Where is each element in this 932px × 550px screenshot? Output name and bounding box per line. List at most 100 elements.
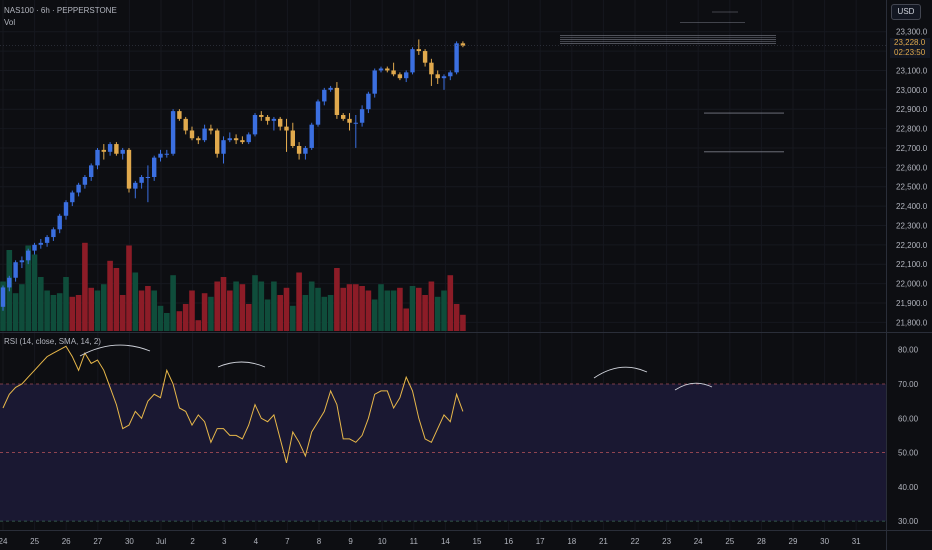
candle-body [328, 88, 332, 90]
candle-body [310, 125, 314, 148]
volume-bar [38, 277, 44, 331]
volume-bar [107, 261, 113, 331]
volume-bar [158, 306, 164, 331]
candle-body [177, 111, 181, 119]
volume-bar [410, 286, 416, 331]
price-tick-label: 23,100.0 [896, 66, 928, 75]
volume-bar [448, 275, 454, 331]
candle-body [360, 109, 364, 123]
candle-body [158, 154, 162, 158]
volume-bar [284, 288, 290, 331]
rsi-tick-label: 60.00 [898, 414, 919, 423]
volume-bar [101, 284, 107, 331]
volume-bar [416, 288, 422, 331]
volume-bar [120, 295, 126, 331]
volume-bar [227, 291, 233, 332]
candle-body [303, 148, 307, 154]
candle-body [184, 119, 188, 131]
volume-bar [32, 255, 38, 332]
price-tick-label: 22,400.0 [896, 202, 928, 211]
time-tick-label: 22 [631, 537, 640, 546]
volume-bar [296, 273, 302, 332]
candle-body [127, 150, 131, 189]
volume-bar [422, 295, 428, 331]
volume-bar [403, 309, 409, 332]
candle-body [121, 150, 125, 154]
candle-body [51, 229, 55, 237]
volume-bar [19, 284, 25, 331]
time-tick-label: 15 [473, 537, 482, 546]
volume-bar [164, 313, 170, 331]
candle-body [373, 70, 377, 93]
price-tick-label: 22,300.0 [896, 221, 928, 230]
volume-bar [233, 282, 239, 332]
candle-body [215, 131, 219, 154]
candle-body [95, 150, 99, 166]
volume-bar [322, 297, 328, 331]
symbol-title[interactable]: NAS100 · 6h · PEPPERSTONE [4, 6, 117, 15]
volume-bar [246, 304, 252, 331]
volume-label[interactable]: Vol [4, 18, 15, 27]
candle-body [89, 165, 93, 177]
volume-bar [63, 277, 69, 331]
price-tick-label: 22,800.0 [896, 125, 928, 134]
candle-body [354, 123, 358, 124]
volume-bar [303, 295, 309, 331]
volume-bar [435, 297, 441, 331]
volume-bar [114, 268, 120, 331]
time-tick-label: 8 [317, 537, 322, 546]
volume-bar [13, 293, 19, 331]
time-tick-label: 24 [694, 537, 703, 546]
candle-body [83, 177, 87, 185]
candle-body [108, 144, 112, 152]
candle-body [221, 140, 225, 154]
candle-body [209, 129, 213, 131]
candle-body [114, 144, 118, 154]
volume-bar [397, 288, 403, 331]
candle-body [102, 150, 106, 152]
candle-body [165, 154, 169, 155]
rsi-tick-label: 80.00 [898, 346, 919, 355]
candle-body [278, 119, 282, 127]
time-tick-label: 7 [285, 537, 290, 546]
rsi-title[interactable]: RSI (14, close, SMA, 14, 2) [4, 337, 101, 346]
volume-bar [454, 304, 460, 331]
rsi-tick-label: 40.00 [898, 483, 919, 492]
volume-bar [88, 288, 94, 331]
candle-body [272, 119, 276, 121]
volume-bar [372, 300, 378, 332]
volume-bar [202, 293, 208, 331]
candle-body [454, 43, 458, 72]
candle-body [58, 216, 62, 230]
volume-bar [189, 291, 195, 332]
candle-body [64, 202, 68, 216]
volume-bar [196, 320, 202, 331]
volume-bar [340, 288, 346, 331]
candle-body [202, 129, 206, 141]
rsi-tick-label: 70.00 [898, 380, 919, 389]
candle-body [410, 49, 414, 72]
time-tick-label: 28 [757, 537, 766, 546]
currency-button[interactable]: USD [891, 4, 921, 20]
volume-bar [359, 286, 365, 331]
volume-bar [126, 246, 132, 332]
candle-body [341, 115, 345, 119]
volume-bar [133, 273, 139, 332]
price-tick-label: 21,900.0 [896, 299, 928, 308]
candle-body [253, 115, 257, 134]
time-tick-label: 23 [662, 537, 671, 546]
candle-body [39, 243, 43, 245]
volume-bar [429, 282, 435, 332]
candle-body [436, 74, 440, 78]
volume-bar [277, 295, 283, 331]
time-tick-label: 21 [599, 537, 608, 546]
time-tick-label: 11 [410, 537, 419, 546]
candle-body [404, 72, 408, 78]
price-badge-value: 23,228.0 [890, 38, 930, 48]
volume-bar [259, 282, 265, 332]
candle-body [26, 251, 30, 261]
volume-bar [208, 297, 214, 331]
volume-bar [290, 306, 296, 331]
time-tick-label: 17 [536, 537, 545, 546]
